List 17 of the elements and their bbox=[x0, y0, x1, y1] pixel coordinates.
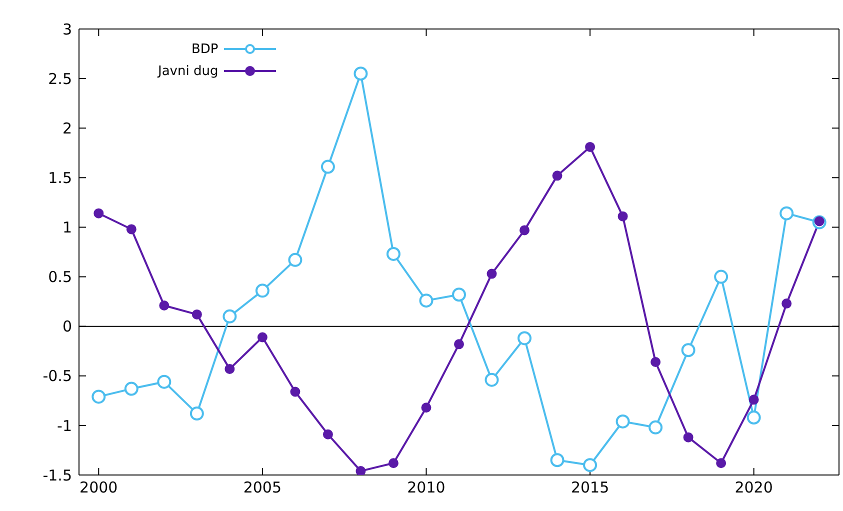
legend-label: Javni dug bbox=[158, 64, 218, 78]
y-tick-label: -1.5 bbox=[42, 466, 72, 484]
y-tick-label: 1 bbox=[62, 218, 72, 237]
x-tick-label: 2015 bbox=[570, 478, 610, 497]
legend-label: BDP bbox=[191, 42, 218, 56]
y-tick-label: 0 bbox=[62, 318, 72, 336]
y-tick-label: 2 bbox=[62, 119, 72, 138]
y-tick-label: -0.5 bbox=[42, 367, 72, 386]
y-tick-label: 0.5 bbox=[48, 268, 72, 286]
x-tick-label: 2020 bbox=[734, 478, 773, 497]
y-tick-label: -1 bbox=[57, 416, 72, 435]
y-tick-label: 2.5 bbox=[48, 70, 72, 88]
x-tick-label: 2005 bbox=[243, 478, 282, 497]
x-tick-label: 2000 bbox=[80, 478, 118, 497]
x-tick-label: 2010 bbox=[407, 478, 446, 497]
y-tick-label: 3 bbox=[62, 20, 72, 38]
y-tick-label: 1.5 bbox=[48, 168, 72, 187]
